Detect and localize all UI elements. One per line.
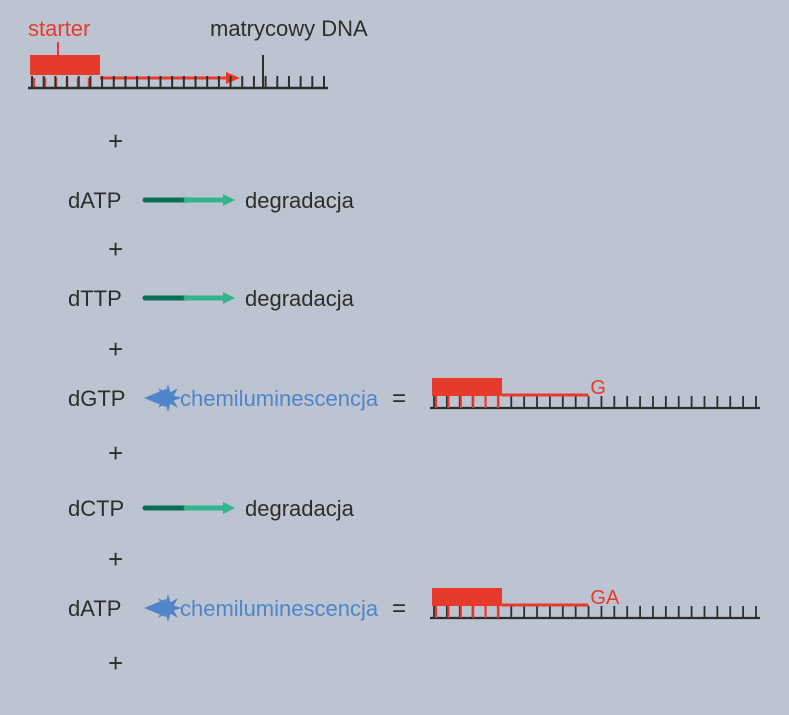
result-degradation-label: degradacja <box>245 286 355 311</box>
nucleotide-label: dATP <box>68 188 121 213</box>
result-chemiluminescence-label: chemiluminescencja <box>180 596 379 621</box>
result-chemiluminescence-label: chemiluminescencja <box>180 386 379 411</box>
equals-symbol: = <box>392 595 406 622</box>
sequence-label: G <box>590 377 606 399</box>
plus-symbol: + <box>108 126 123 156</box>
equals-symbol: = <box>392 385 406 412</box>
nucleotide-label: dTTP <box>68 286 122 311</box>
result-degradation-label: degradacja <box>245 496 355 521</box>
nucleotide-label: dGTP <box>68 386 125 411</box>
nucleotide-label: dATP <box>68 596 121 621</box>
result-degradation-label: degradacja <box>245 188 355 213</box>
plus-symbol: + <box>108 438 123 468</box>
plus-symbol: + <box>108 334 123 364</box>
starter-label: starter <box>28 16 90 41</box>
plus-symbol: + <box>108 234 123 264</box>
nucleotide-label: dCTP <box>68 496 124 521</box>
plus-symbol: + <box>108 648 123 678</box>
sequence-label: GA <box>590 587 620 609</box>
plus-symbol: + <box>108 544 123 574</box>
template-dna-label: matrycowy DNA <box>210 16 368 41</box>
